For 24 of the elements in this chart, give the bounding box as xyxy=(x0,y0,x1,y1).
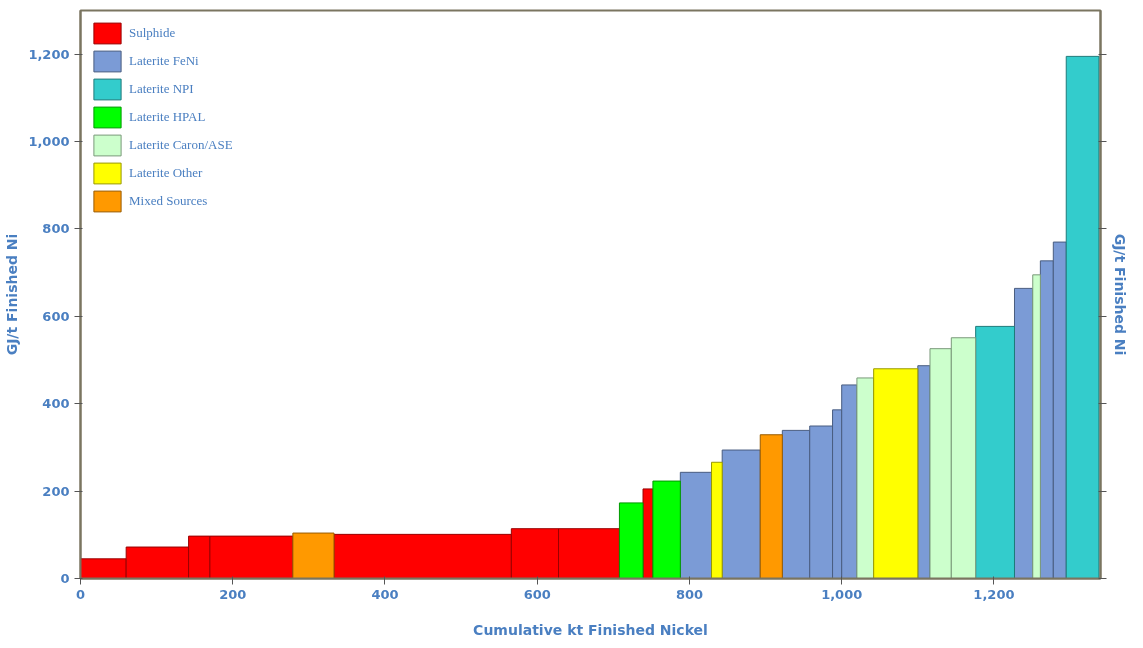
text: GJ/t Finished Ni xyxy=(4,233,21,356)
x-tick-label: 600 xyxy=(523,586,551,602)
y-tick-label: 1,000 xyxy=(28,134,70,150)
y-tick-label: 0 xyxy=(60,571,70,586)
x-tick-label: 200 xyxy=(219,586,247,602)
x-axis-title: Cumulative kt Finished Nickel xyxy=(473,621,708,638)
legend-label: Laterite FeNi xyxy=(129,53,199,69)
x-tick-label: 800 xyxy=(675,586,704,602)
y-tick-label: 400 xyxy=(42,396,70,412)
legend-label: Laterite Other xyxy=(129,165,203,181)
y-tick-label: 600 xyxy=(42,308,70,324)
x-tick-label: 1,000 xyxy=(821,586,863,602)
x-tick-label: 0 xyxy=(75,586,86,602)
legend-label: Sulphide xyxy=(129,25,176,41)
y-tick-label: 800 xyxy=(42,221,70,237)
legend-label: Mixed Sources xyxy=(129,193,208,209)
legend-label: Laterite NPI xyxy=(129,81,194,97)
y-axis-title: GJ/t Finished Ni xyxy=(1111,233,1128,356)
x-tick-label: 1,200 xyxy=(973,586,1015,602)
y-tick-label: 200 xyxy=(42,483,70,499)
y-tick-label: 1,200 xyxy=(28,46,70,62)
legend-label: Laterite HPAL xyxy=(129,109,206,125)
legend-label: Laterite Caron/ASE xyxy=(129,137,233,153)
x-tick-label: 400 xyxy=(371,586,399,602)
